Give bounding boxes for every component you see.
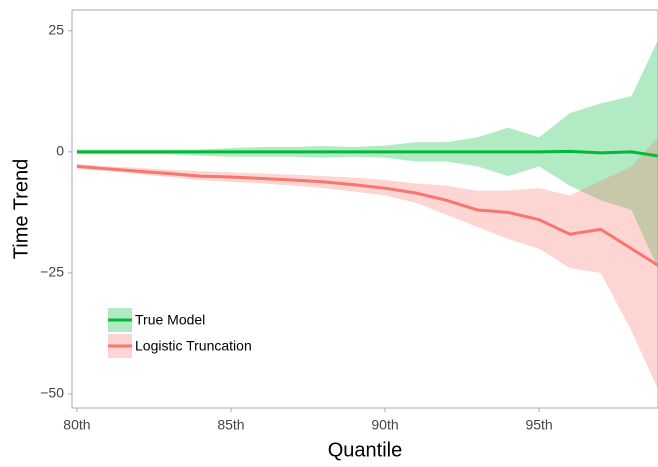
plot-area	[76, 39, 658, 390]
x-tick-label: 80th	[63, 417, 90, 433]
series-line	[76, 164, 658, 268]
x-axis-title: Quantile	[328, 439, 403, 461]
y-tick-label: −50	[40, 385, 64, 401]
y-tick-label: −25	[40, 264, 64, 280]
legend-label: Logistic Truncation	[135, 338, 252, 354]
x-tick-label: 85th	[217, 417, 244, 433]
confidence-band	[76, 137, 658, 390]
confidence-band	[76, 39, 658, 269]
plot-frame	[71, 9, 658, 409]
y-tick-label: 0	[56, 143, 64, 159]
legend-label: True Model	[135, 312, 205, 328]
x-tick-label: 95th	[525, 417, 552, 433]
y-axis-title: Time Trend	[10, 159, 32, 259]
y-tick-label: 25	[48, 22, 64, 38]
x-tick-label: 90th	[371, 417, 398, 433]
series-line	[76, 149, 658, 158]
